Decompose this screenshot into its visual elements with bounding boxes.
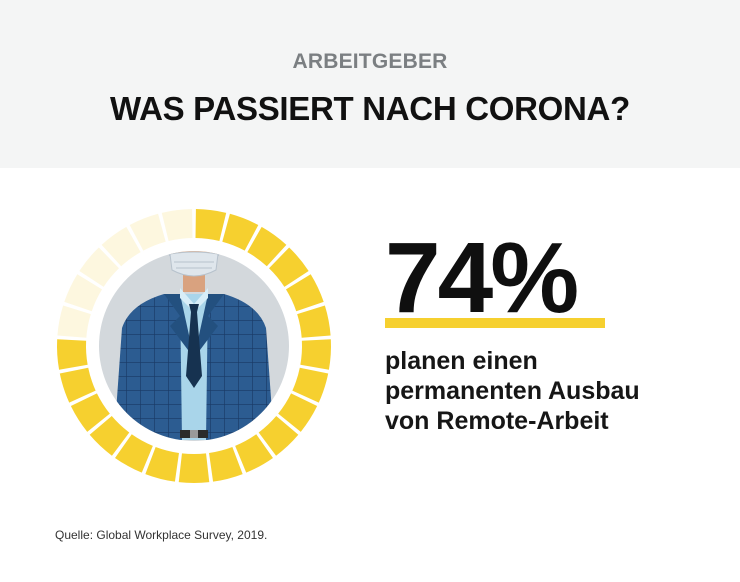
ring-segment-filled: [235, 434, 273, 473]
ring-segment-filled: [222, 213, 259, 251]
ring-segment-filled: [292, 367, 329, 403]
stat-underline: [385, 318, 605, 328]
page-title: WAS PASSIERT NACH CORONA?: [110, 90, 630, 127]
ring-segment-filled: [297, 305, 331, 338]
ring-segment-filled: [59, 367, 96, 403]
progress-ring-svg: [57, 209, 331, 483]
ring-segment-filled: [178, 453, 210, 483]
stat-value: 74%: [385, 222, 579, 334]
ring-segment-empty: [161, 209, 193, 242]
ring-segment-empty: [129, 213, 166, 251]
ring-segment-empty: [64, 274, 103, 312]
ring-segment-filled: [57, 339, 88, 370]
ring-segment-filled: [285, 274, 324, 312]
ring-segment-filled: [209, 446, 243, 482]
ring-segment-empty: [101, 226, 141, 267]
ring-segment-filled: [247, 226, 287, 267]
businessman-with-face-mask-icon: [114, 251, 274, 440]
stat-description-line: permanenten Ausbau: [385, 377, 640, 405]
stat-description-line: von Remote-Arbeit: [385, 407, 609, 435]
stat-description-line: planen einen: [385, 347, 538, 375]
ring-segment-filled: [89, 415, 130, 456]
ring-segment-filled: [115, 434, 153, 473]
ring-segment-empty: [57, 305, 91, 338]
ring-segments: [57, 209, 331, 483]
ring-segment-filled: [195, 209, 227, 242]
eyebrow-label: ARBEITGEBER: [292, 50, 448, 73]
ring-segment-empty: [79, 247, 119, 287]
ring-segment-filled: [70, 393, 110, 432]
stat-description: planen einen permanenten Ausbau von Remo…: [385, 346, 725, 436]
ring-segment-filled: [269, 247, 309, 287]
source-note: Quelle: Global Workplace Survey, 2019.: [55, 528, 268, 542]
progress-ring: [56, 208, 332, 484]
ring-segment-filled: [258, 415, 299, 456]
ring-segment-filled: [278, 393, 318, 432]
header-band: ARBEITGEBER WAS PASSIERT NACH CORONA?: [0, 0, 740, 168]
ring-segment-filled: [145, 446, 179, 482]
ring-segment-filled: [300, 339, 331, 370]
